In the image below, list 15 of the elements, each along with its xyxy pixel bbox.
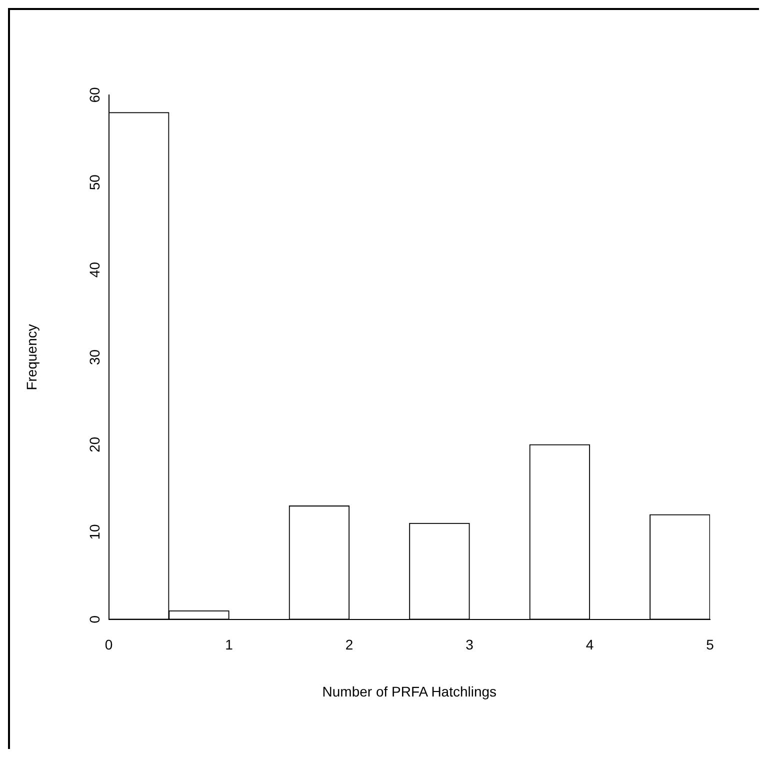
x-tick-label: 0 <box>104 636 113 653</box>
y-tick-label: 0 <box>86 615 103 624</box>
y-tick-label: 40 <box>86 262 103 278</box>
x-tick-label: 2 <box>345 636 354 653</box>
x-tick-label: 1 <box>225 636 234 653</box>
y-tick-label: 60 <box>86 87 103 103</box>
y-tick-label: 10 <box>86 524 103 540</box>
x-axis-title: Number of PRFA Hatchlings <box>322 683 497 700</box>
x-tick-label: 5 <box>706 636 714 653</box>
y-tick-label: 50 <box>86 174 103 190</box>
y-tick-label: 20 <box>86 436 103 452</box>
x-tick-label: 4 <box>586 636 594 653</box>
y-axis-title: Frequency <box>23 324 40 390</box>
x-tick-label: 3 <box>466 636 474 653</box>
y-tick-label: 30 <box>86 349 103 365</box>
